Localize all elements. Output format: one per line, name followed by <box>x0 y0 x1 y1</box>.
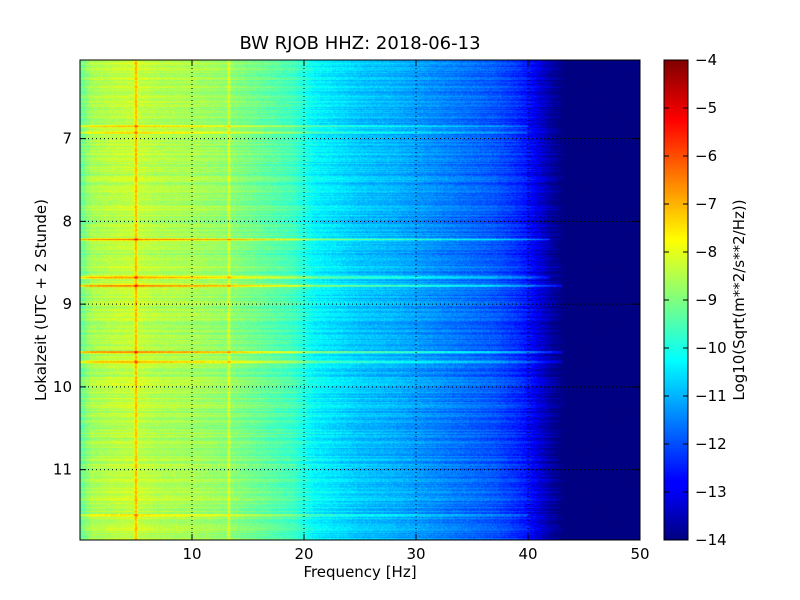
y-tick-label: 11 <box>53 461 72 479</box>
colorbar-tick-label: −11 <box>695 387 727 405</box>
y-axis-label: Lokalzeit (UTC + 2 Stunde) <box>32 199 50 401</box>
x-tick-label: 30 <box>406 545 425 563</box>
colorbar-tick-label: −13 <box>695 483 727 501</box>
y-tick-label: 9 <box>62 295 72 313</box>
colorbar-tick-label: −12 <box>695 435 727 453</box>
x-axis: 10 20 30 40 50 <box>182 60 650 563</box>
y-tick-label: 7 <box>62 130 72 148</box>
plot-frame <box>79 59 641 541</box>
spectrogram-image-holder <box>80 60 640 540</box>
colorbar-ticks: −4 −5 −6 −7 −8 −9 −10 −11 −12 −13 −14 <box>664 51 727 549</box>
x-tick-label: 40 <box>518 545 537 563</box>
y-axis: 7 8 9 10 11 <box>53 130 640 479</box>
x-tick-label: 50 <box>630 545 649 563</box>
colorbar-tick-label: −5 <box>695 99 717 117</box>
colorbar-tick-label: −7 <box>695 195 717 213</box>
grid-lines <box>80 60 640 540</box>
colorbar-tick-label: −9 <box>695 291 717 309</box>
x-axis-label: Frequency [Hz] <box>303 563 416 581</box>
colorbar-tick-label: −10 <box>695 339 727 357</box>
chart-title: BW RJOB HHZ: 2018-06-13 <box>239 33 480 54</box>
colorbar-label: Log10(Sqrt(m**2/s**2/Hz)) <box>730 199 748 400</box>
colorbar-tick-label: −6 <box>695 147 717 165</box>
y-tick-label: 8 <box>62 212 72 230</box>
spectrogram-image <box>80 60 640 540</box>
colorbar-tick-label: −4 <box>695 51 717 69</box>
x-tick-label: 20 <box>294 545 313 563</box>
colorbar-tick-label: −14 <box>695 531 727 549</box>
x-tick-label: 10 <box>182 545 201 563</box>
colorbar-tick-label: −8 <box>695 243 717 261</box>
y-tick-label: 10 <box>53 378 72 396</box>
